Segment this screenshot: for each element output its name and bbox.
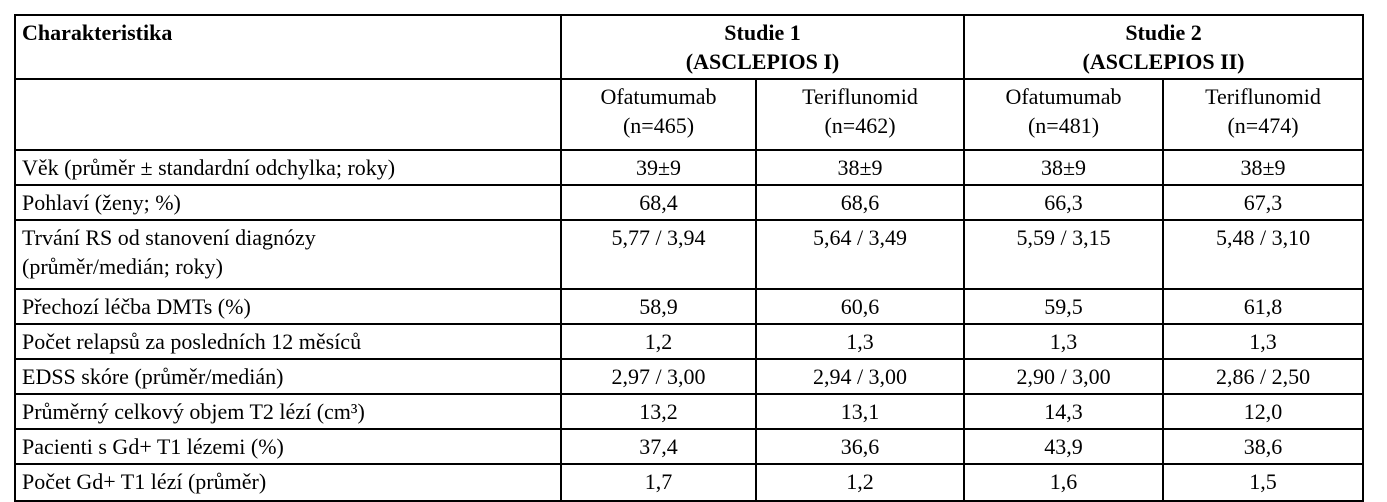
value-cell: 1,3 <box>1162 323 1365 360</box>
value-cell: 1,5 <box>1162 463 1365 502</box>
row-label-cell: EDSS skóre (průměr/medián) <box>14 358 562 395</box>
table-row: Věk (průměr ± standardní odchylka; roky)… <box>14 149 1365 186</box>
value-cell: 1,3 <box>754 323 966 360</box>
study1-trial: (ASCLEPIOS I) <box>685 49 840 74</box>
empty-header-cell <box>14 78 562 151</box>
value-cell: 68,6 <box>754 184 966 221</box>
value-cell: 58,9 <box>560 288 757 325</box>
value-cell: 5,64 / 3,49 <box>754 219 966 290</box>
value-cell: 38±9 <box>754 149 966 186</box>
value-cell: 1,6 <box>963 463 1165 502</box>
table-row: Pacienti s Gd+ T1 lézemi (%) 37,4 36,6 4… <box>14 428 1365 465</box>
arm-header-cell: Teriflunomid (n=474) <box>1162 78 1365 151</box>
arm-header-cell: Teriflunomid (n=462) <box>754 78 966 151</box>
value-cell: 1,3 <box>963 323 1165 360</box>
arm-header-cell: Ofatumumab (n=481) <box>963 78 1165 151</box>
table-row: Počet Gd+ T1 lézí (průměr) 1,7 1,2 1,6 1… <box>14 463 1365 502</box>
value-cell: 2,97 / 3,00 <box>560 358 757 395</box>
corner-header-cell: Charakteristika <box>14 14 562 80</box>
value-cell: 12,0 <box>1162 393 1365 430</box>
table-row: Průměrný celkový objem T2 lézí (cm³) 13,… <box>14 393 1365 430</box>
arm4-n: (n=474) <box>1227 113 1299 138</box>
table-row: Pohlaví (ženy; %) 68,4 68,6 66,3 67,3 <box>14 184 1365 221</box>
row-label-cell: Přechozí léčba DMTs (%) <box>14 288 562 325</box>
study-header-row: Charakteristika Studie 1 (ASCLEPIOS I) S… <box>14 14 1365 80</box>
value-cell: 5,59 / 3,15 <box>963 219 1165 290</box>
table-row: Trvání RS od stanovení diagnózy (průměr/… <box>14 219 1365 290</box>
study2-trial: (ASCLEPIOS II) <box>1082 49 1245 74</box>
arm3-drug: Ofatumumab <box>1005 84 1122 109</box>
value-cell: 1,2 <box>754 463 966 502</box>
value-cell: 61,8 <box>1162 288 1365 325</box>
value-cell: 39±9 <box>560 149 757 186</box>
value-cell: 2,86 / 2,50 <box>1162 358 1365 395</box>
value-cell: 37,4 <box>560 428 757 465</box>
value-cell: 38±9 <box>963 149 1165 186</box>
value-cell: 38±9 <box>1162 149 1365 186</box>
row-label-cell: Trvání RS od stanovení diagnózy (průměr/… <box>14 219 562 290</box>
value-cell: 68,4 <box>560 184 757 221</box>
table-row: Přechozí léčba DMTs (%) 58,9 60,6 59,5 6… <box>14 288 1365 325</box>
row-label-cell: Průměrný celkový objem T2 lézí (cm³) <box>14 393 562 430</box>
value-cell: 13,2 <box>560 393 757 430</box>
study2-header-cell: Studie 2 (ASCLEPIOS II) <box>963 14 1365 80</box>
value-cell: 67,3 <box>1162 184 1365 221</box>
arm2-drug: Teriflunomid <box>802 84 918 109</box>
value-cell: 38,6 <box>1162 428 1365 465</box>
value-cell: 59,5 <box>963 288 1165 325</box>
value-cell: 5,48 / 3,10 <box>1162 219 1365 290</box>
arm3-n: (n=481) <box>1027 113 1100 138</box>
value-cell: 36,6 <box>754 428 966 465</box>
value-cell: 1,2 <box>560 323 757 360</box>
row-label-cell: Pohlaví (ženy; %) <box>14 184 562 221</box>
value-cell: 2,90 / 3,00 <box>963 358 1165 395</box>
arm2-n: (n=462) <box>824 113 896 138</box>
arm-header-cell: Ofatumumab (n=465) <box>560 78 757 151</box>
value-cell: 14,3 <box>963 393 1165 430</box>
arm-header-row: Ofatumumab (n=465) Teriflunomid (n=462) … <box>14 78 1365 151</box>
value-cell: 13,1 <box>754 393 966 430</box>
value-cell: 5,77 / 3,94 <box>560 219 757 290</box>
study1-header-cell: Studie 1 (ASCLEPIOS I) <box>559 14 966 80</box>
value-cell: 1,7 <box>560 463 757 502</box>
study2-name: Studie 2 <box>1125 20 1202 45</box>
row-label-cell: Věk (průměr ± standardní odchylka; roky) <box>14 149 562 186</box>
arm1-drug: Ofatumumab <box>600 84 717 109</box>
table-row: Počet relapsů za posledních 12 měsíců 1,… <box>14 323 1365 360</box>
value-cell: 66,3 <box>963 184 1165 221</box>
arm1-n: (n=465) <box>622 113 695 138</box>
row-label-cell: Počet relapsů za posledních 12 měsíců <box>14 323 562 360</box>
row-label-cell: Počet Gd+ T1 lézí (průměr) <box>14 463 562 502</box>
study1-name: Studie 1 <box>724 20 801 45</box>
baseline-characteristics-table: Charakteristika Studie 1 (ASCLEPIOS I) S… <box>14 14 1365 502</box>
table-row: EDSS skóre (průměr/medián) 2,97 / 3,00 2… <box>14 358 1365 395</box>
arm4-drug: Teriflunomid <box>1205 84 1321 109</box>
value-cell: 60,6 <box>754 288 966 325</box>
value-cell: 2,94 / 3,00 <box>754 358 966 395</box>
row-label-cell: Pacienti s Gd+ T1 lézemi (%) <box>14 428 562 465</box>
value-cell: 43,9 <box>963 428 1165 465</box>
